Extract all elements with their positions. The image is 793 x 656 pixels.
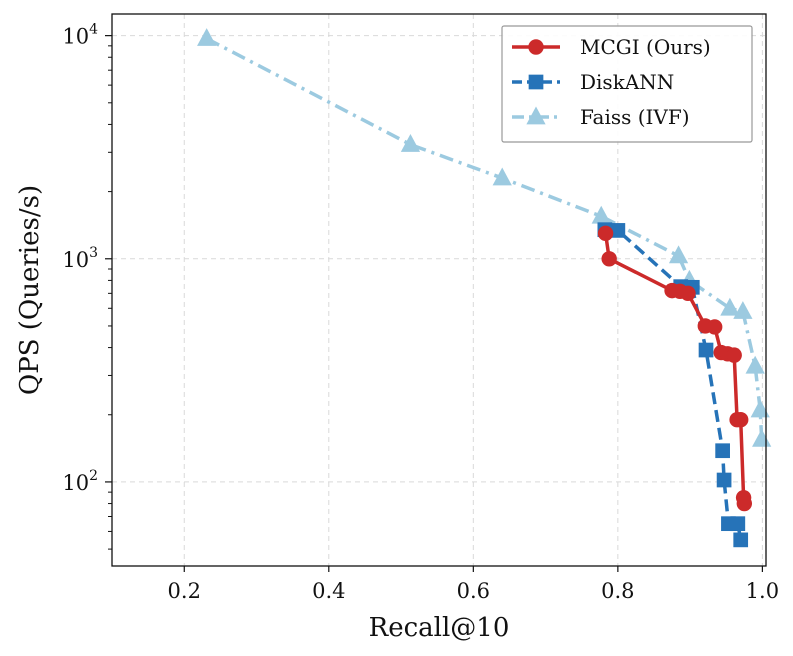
data-point-diskann bbox=[730, 516, 746, 532]
y-tick-label: 102 bbox=[62, 468, 98, 495]
legend: MCGI (Ours) DiskANN Faiss (IVF) bbox=[501, 25, 753, 143]
y-tick-label: 104 bbox=[62, 22, 98, 49]
plot-frame bbox=[111, 13, 767, 567]
legend-item-diskann: DiskANN bbox=[512, 70, 674, 94]
data-point-faiss-ivf bbox=[400, 134, 421, 152]
data-point-diskann bbox=[698, 342, 714, 358]
x-tick-label: 0.6 bbox=[457, 579, 490, 603]
legend-item-faiss-ivf: Faiss (IVF) bbox=[512, 105, 690, 129]
data-point-diskann bbox=[610, 223, 626, 238]
data-point-faiss-ivf bbox=[668, 245, 689, 264]
legend-marker-diskann bbox=[528, 74, 544, 90]
x-tick-label: 0.4 bbox=[312, 579, 345, 603]
legend-item-mcgi-ours: MCGI (Ours) bbox=[512, 35, 711, 59]
y-axis-title: QPS (Queries/s) bbox=[15, 185, 45, 395]
data-point-mcgi-ours bbox=[680, 285, 696, 302]
data-point-diskann bbox=[716, 472, 732, 488]
x-tick-label: 0.8 bbox=[601, 579, 634, 603]
legend-box bbox=[501, 25, 753, 143]
legend-marker-mcgi-ours bbox=[528, 39, 544, 55]
data-point-mcgi-ours bbox=[706, 319, 723, 335]
legend-marker-faiss-ivf bbox=[526, 106, 546, 125]
data-point-mcgi-ours bbox=[601, 251, 617, 267]
legend-label-mcgi-ours: MCGI (Ours) bbox=[580, 35, 711, 59]
data-point-faiss-ivf bbox=[197, 28, 217, 46]
legend-label-faiss-ivf: Faiss (IVF) bbox=[580, 105, 690, 129]
series-layer bbox=[197, 28, 772, 548]
data-point-faiss-ivf bbox=[733, 301, 753, 319]
x-axis-title: Recall@10 bbox=[369, 613, 510, 643]
data-point-mcgi-ours bbox=[597, 225, 614, 242]
x-tick-label: 1.0 bbox=[746, 579, 779, 603]
data-point-faiss-ivf bbox=[720, 297, 740, 316]
axis-ticks: 0.2 0.4 0.6 0.8 1.0 102 103 104 bbox=[62, 22, 779, 603]
x-tick-label: 0.2 bbox=[168, 579, 201, 603]
data-point-faiss-ivf bbox=[750, 399, 770, 418]
data-point-diskann bbox=[715, 443, 730, 459]
data-point-diskann bbox=[733, 532, 749, 548]
data-point-faiss-ivf bbox=[492, 167, 512, 186]
data-point-mcgi-ours bbox=[733, 412, 749, 428]
data-point-faiss-ivf bbox=[745, 355, 765, 374]
data-point-faiss-ivf bbox=[591, 205, 611, 224]
legend-label-diskann: DiskANN bbox=[580, 70, 674, 94]
series-mcgi-ours bbox=[597, 225, 753, 512]
series-line-faiss-ivf bbox=[205, 37, 764, 440]
series-diskann bbox=[597, 222, 749, 548]
data-point-mcgi-ours bbox=[736, 495, 753, 512]
series-faiss-ivf bbox=[197, 28, 772, 447]
data-point-mcgi-ours bbox=[726, 347, 742, 363]
y-tick-label: 103 bbox=[62, 245, 98, 272]
